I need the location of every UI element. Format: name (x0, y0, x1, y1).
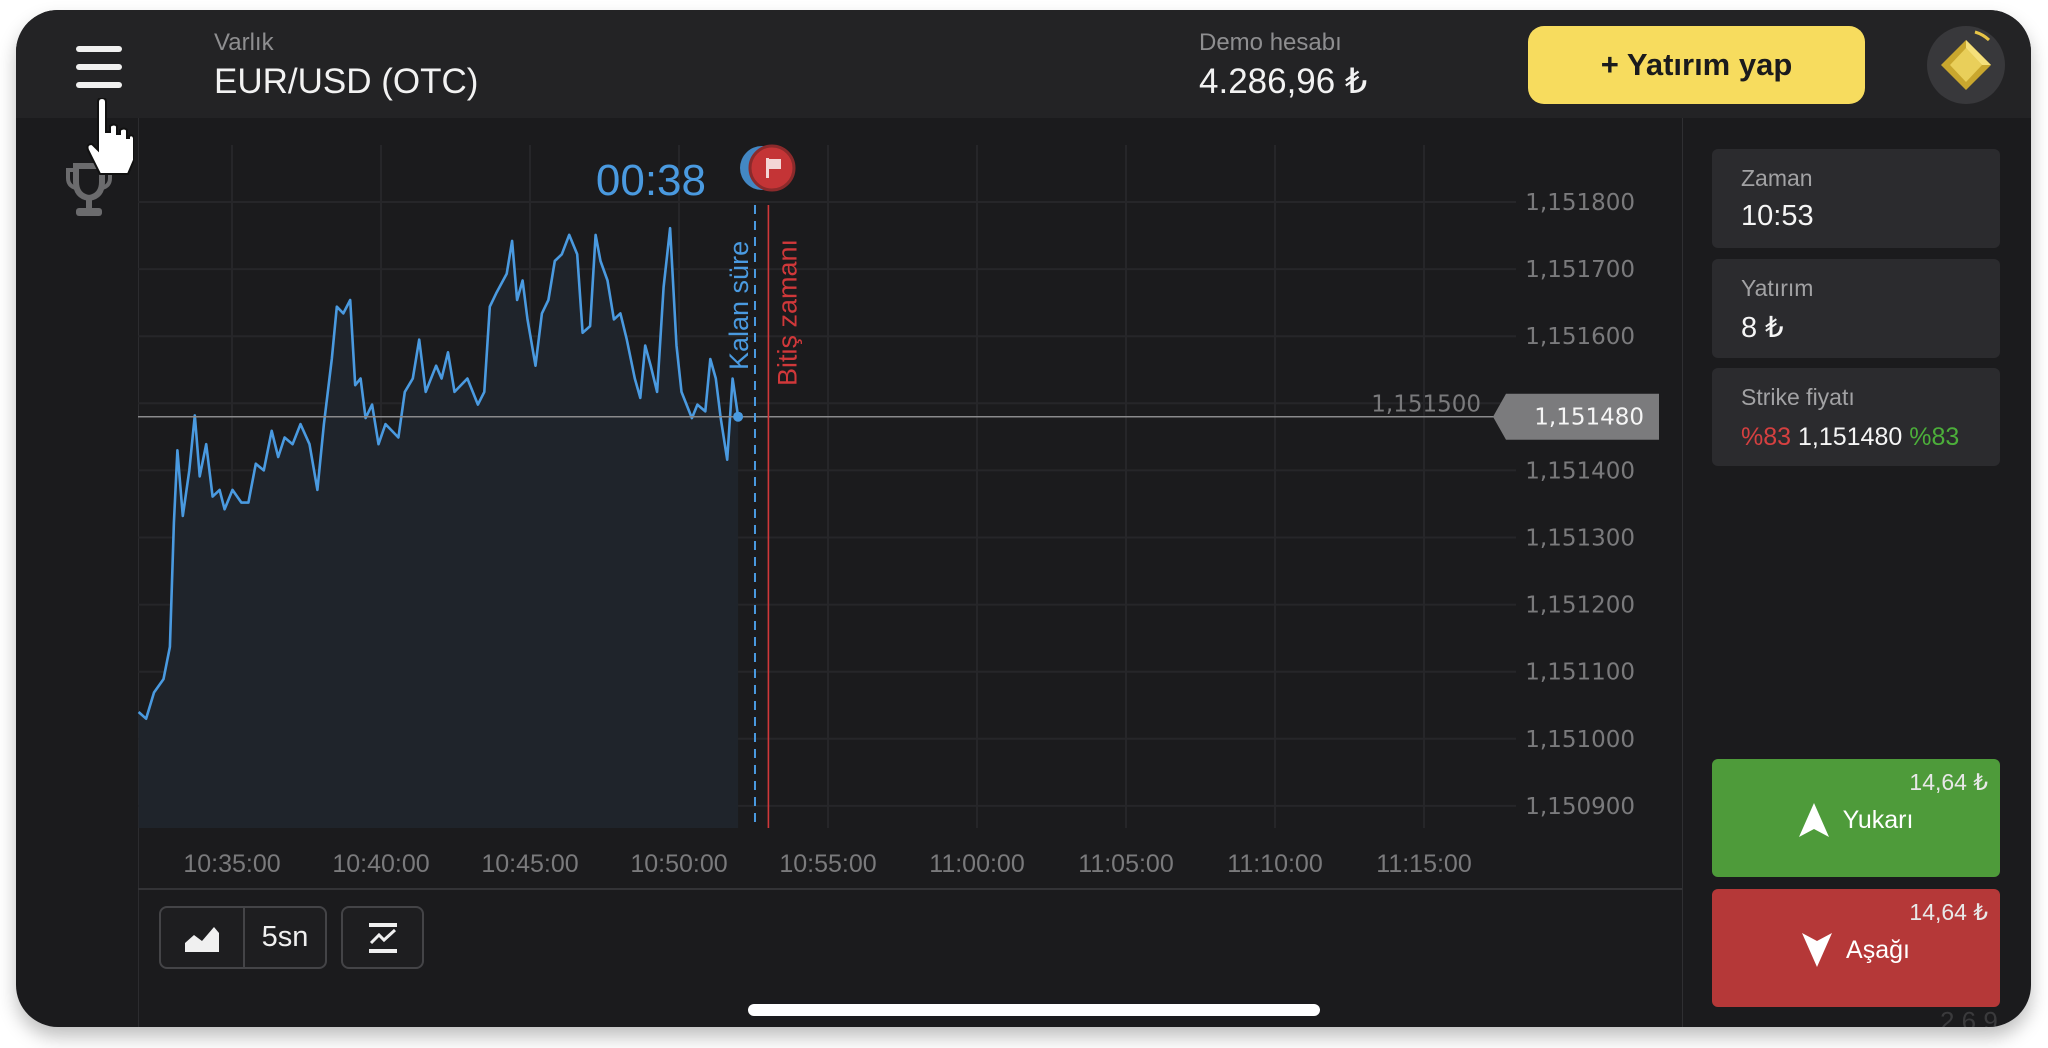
app-window: Varlık EUR/USD (OTC) Demo hesabı 4.286,9… (16, 10, 2031, 1027)
strike-value: 1,151480 (1798, 423, 1903, 451)
menu-button[interactable] (66, 34, 132, 94)
investment-value: 8 ₺ (1741, 312, 1784, 344)
x-tick-label: 11:15:00 (1376, 850, 1471, 878)
countdown-timer: 00:38 (596, 156, 706, 205)
arrow-up-icon (1798, 803, 1829, 837)
gold-diamond-badge-icon (1941, 30, 1991, 90)
asset-selector[interactable]: EUR/USD (OTC) (214, 62, 479, 101)
y-tick-label: 1,150900 (1525, 794, 1635, 820)
x-tick-label: 10:55:00 (779, 850, 876, 878)
current-price-dot (733, 411, 744, 422)
asset-label: Varlık (214, 29, 274, 56)
x-tick-label: 11:05:00 (1078, 850, 1173, 878)
x-tick-label: 11:00:00 (929, 850, 1024, 878)
current-price-tag-text: 1,151480 (1534, 405, 1644, 431)
panel-divider (1682, 118, 1683, 1027)
y-tick-label: 1,151700 (1525, 257, 1635, 283)
price-chart[interactable]: 1,151800 1,151700 1,151600 1,151500 1,151400… (16, 10, 2031, 1027)
finish-flag-icon[interactable] (740, 144, 796, 192)
y-tick-label: 1,151000 (1525, 727, 1635, 753)
strike-payout-up: %83 (1909, 423, 1960, 451)
expiry-time-label: Bitiş zamanı (772, 239, 802, 386)
x-tick-label: 10:50:00 (630, 850, 727, 878)
x-tick-label: 10:35:00 (183, 850, 280, 878)
down-label: Aşağı (1846, 935, 1910, 964)
chart-toolbar-divider (138, 888, 1682, 890)
arrow-down-icon (1802, 933, 1833, 967)
remaining-time-label: Kalan süre (724, 241, 754, 370)
up-button[interactable]: 14,64 ₺ Yukarı (1712, 759, 2000, 877)
down-button[interactable]: 14,64 ₺ Aşağı (1712, 889, 2000, 1007)
up-label: Yukarı (1842, 805, 1914, 834)
y-tick-label: 1,151200 (1525, 593, 1635, 619)
x-tick-label: 11:10:00 (1227, 850, 1322, 878)
invest-button[interactable]: + Yatırım yap (1528, 26, 1865, 104)
price-line (137, 226, 740, 720)
price-area-fill (138, 228, 739, 828)
strike-label: Strike fiyatı (1741, 384, 1855, 410)
y-tick-label: 1,151500 (1371, 391, 1481, 417)
hand-pointer-cursor-icon (86, 98, 134, 175)
time-value: 10:53 (1741, 200, 1814, 232)
home-indicator[interactable] (748, 1004, 1320, 1016)
chart-settings-group: 5sn (159, 906, 327, 969)
up-payout: 14,64 ₺ (1909, 769, 1988, 795)
current-price-tag: 1,151480 (1493, 393, 1659, 440)
avatar[interactable] (1927, 26, 2005, 104)
time-label: Zaman (1741, 165, 1813, 191)
investment-card[interactable]: Yatırım 8 ₺ (1712, 259, 2000, 358)
strike-price-card[interactable]: Strike fiyatı %83 1,151480 %83 (1712, 368, 2000, 466)
sidebar-divider (138, 118, 139, 1027)
header: Varlık EUR/USD (OTC) Demo hesabı 4.286,9… (16, 10, 2031, 118)
investment-label: Yatırım (1741, 275, 1814, 301)
interval-button[interactable]: 5sn (261, 921, 309, 953)
indicators-button[interactable] (341, 906, 424, 969)
x-tick-label: 10:45:00 (481, 850, 578, 878)
strike-payout-down: %83 (1741, 423, 1792, 451)
trophy-icon[interactable] (64, 162, 114, 220)
indicators-icon (368, 922, 397, 953)
chart-type-button[interactable] (161, 908, 243, 967)
y-tick-label: 1,151400 (1525, 458, 1635, 484)
x-tick-label: 10:40:00 (332, 850, 429, 878)
area-chart-icon (185, 926, 219, 952)
y-tick-label: 1,151100 (1525, 660, 1635, 686)
y-tick-label: 1,151300 (1525, 526, 1635, 552)
y-tick-label: 1,151800 (1525, 190, 1635, 216)
down-payout: 14,64 ₺ (1909, 899, 1988, 925)
expiry-time-card[interactable]: Zaman 10:53 (1712, 149, 2000, 248)
balance[interactable]: 4.286,96 ₺ (1199, 62, 1368, 101)
account-label: Demo hesabı (1199, 29, 1342, 56)
y-tick-label: 1,151600 (1525, 324, 1635, 350)
version-text: 2.6.9 (1940, 1006, 1998, 1027)
